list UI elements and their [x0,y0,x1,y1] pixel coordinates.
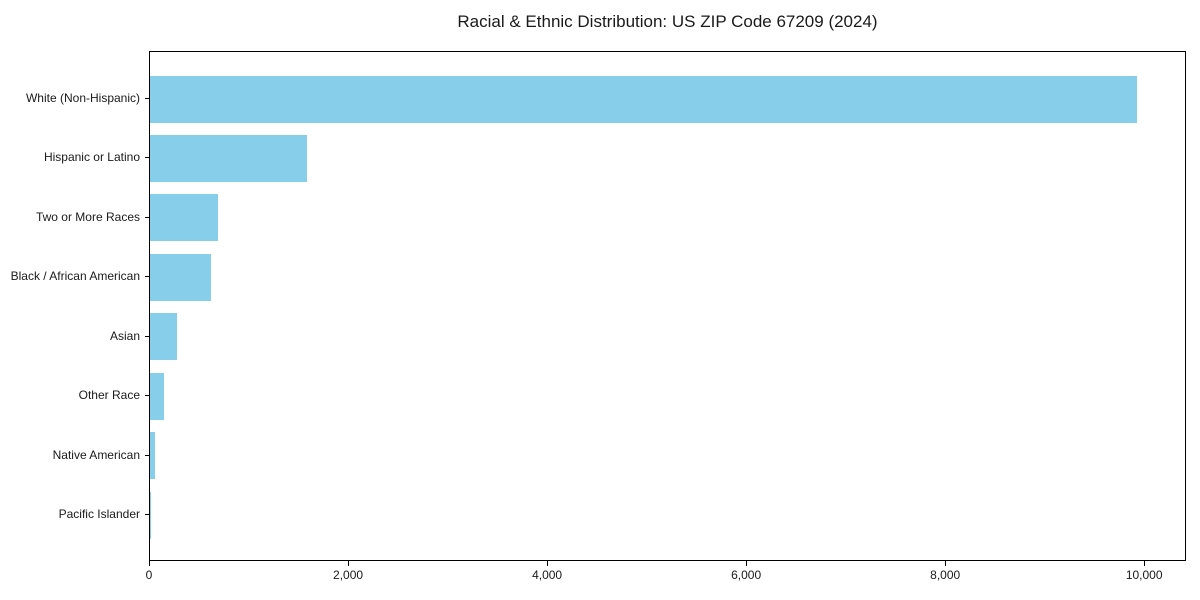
y-tick-mark [145,395,149,397]
y-tick-label: White (Non-Hispanic) [25,91,140,105]
y-tick-label: Pacific Islander [58,507,140,521]
bar [150,134,308,182]
y-tick-label: Two or More Races [35,209,140,224]
y-tick-mark [145,216,149,218]
bar [150,253,211,301]
bar [150,372,164,420]
plot-area [149,51,1186,561]
bar [150,194,218,242]
x-tick-label: 0 [145,568,153,582]
y-tick-label: Other Race [78,388,140,403]
y-tick-label: Hispanic or Latino [43,150,140,165]
x-tick-label: 6,000 [731,568,762,582]
x-tick-label: 10,000 [1125,568,1163,582]
x-tick-mark [1144,561,1146,566]
bar [150,491,151,539]
x-tick-label: 2,000 [333,568,364,582]
y-tick-mark [145,98,149,99]
y-tick-mark [145,335,149,337]
bar [150,432,155,480]
y-tick-mark [145,514,149,515]
x-tick-mark [945,561,947,566]
x-tick-mark [746,561,748,566]
chart-title: Racial & Ethnic Distribution: US ZIP Cod… [457,12,878,31]
y-tick-label: Black / African American [10,269,140,284]
y-tick-label: Asian [109,328,140,343]
y-tick-mark [145,157,149,159]
bar [150,313,177,361]
x-tick-label: 8,000 [930,568,961,582]
x-tick-label: 4,000 [532,568,563,582]
y-tick-mark [145,454,149,456]
y-tick-label: Native American [52,447,140,462]
x-tick-mark [149,561,150,566]
bar [150,75,1138,123]
y-tick-mark [145,276,149,278]
x-tick-mark [547,561,549,566]
x-tick-mark [348,561,350,566]
